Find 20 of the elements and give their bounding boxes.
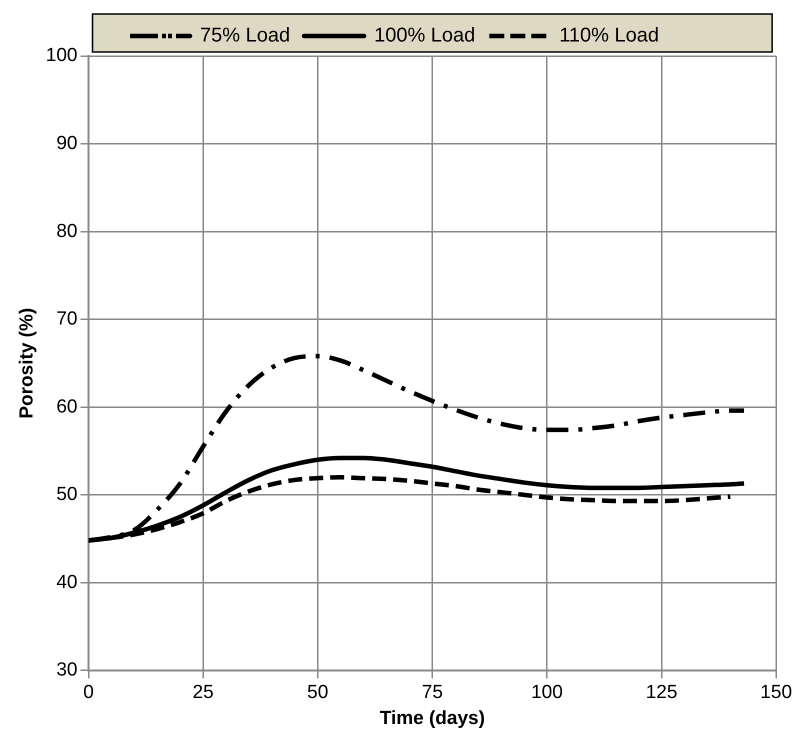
y-axis-title: Porosity (%) [16,308,38,419]
x-axis-title: Time (days) [380,708,485,729]
y-tick-label: 70 [56,308,78,330]
x-tick-label: 100 [531,682,563,704]
legend-label: 75% Load [200,24,290,47]
x-tick-label: 50 [307,682,328,704]
y-tick-label: 100 [46,45,78,66]
y-tick-label: 50 [56,484,78,506]
y-tick-label: 40 [56,572,78,593]
y-tick-label: 30 [56,660,78,681]
x-tick-label: 25 [192,682,214,704]
x-tick-label: 75 [422,682,443,704]
x-tick-label: 0 [83,682,94,704]
y-tick-label: 60 [56,396,78,418]
x-tick-label: 125 [646,682,678,704]
y-tick-label: 90 [56,133,78,154]
legend-label: 100% Load [374,24,476,47]
y-tick-label: 80 [56,220,78,242]
legend-label: 110% Load [559,24,659,47]
x-tick-label: 150 [760,682,792,704]
